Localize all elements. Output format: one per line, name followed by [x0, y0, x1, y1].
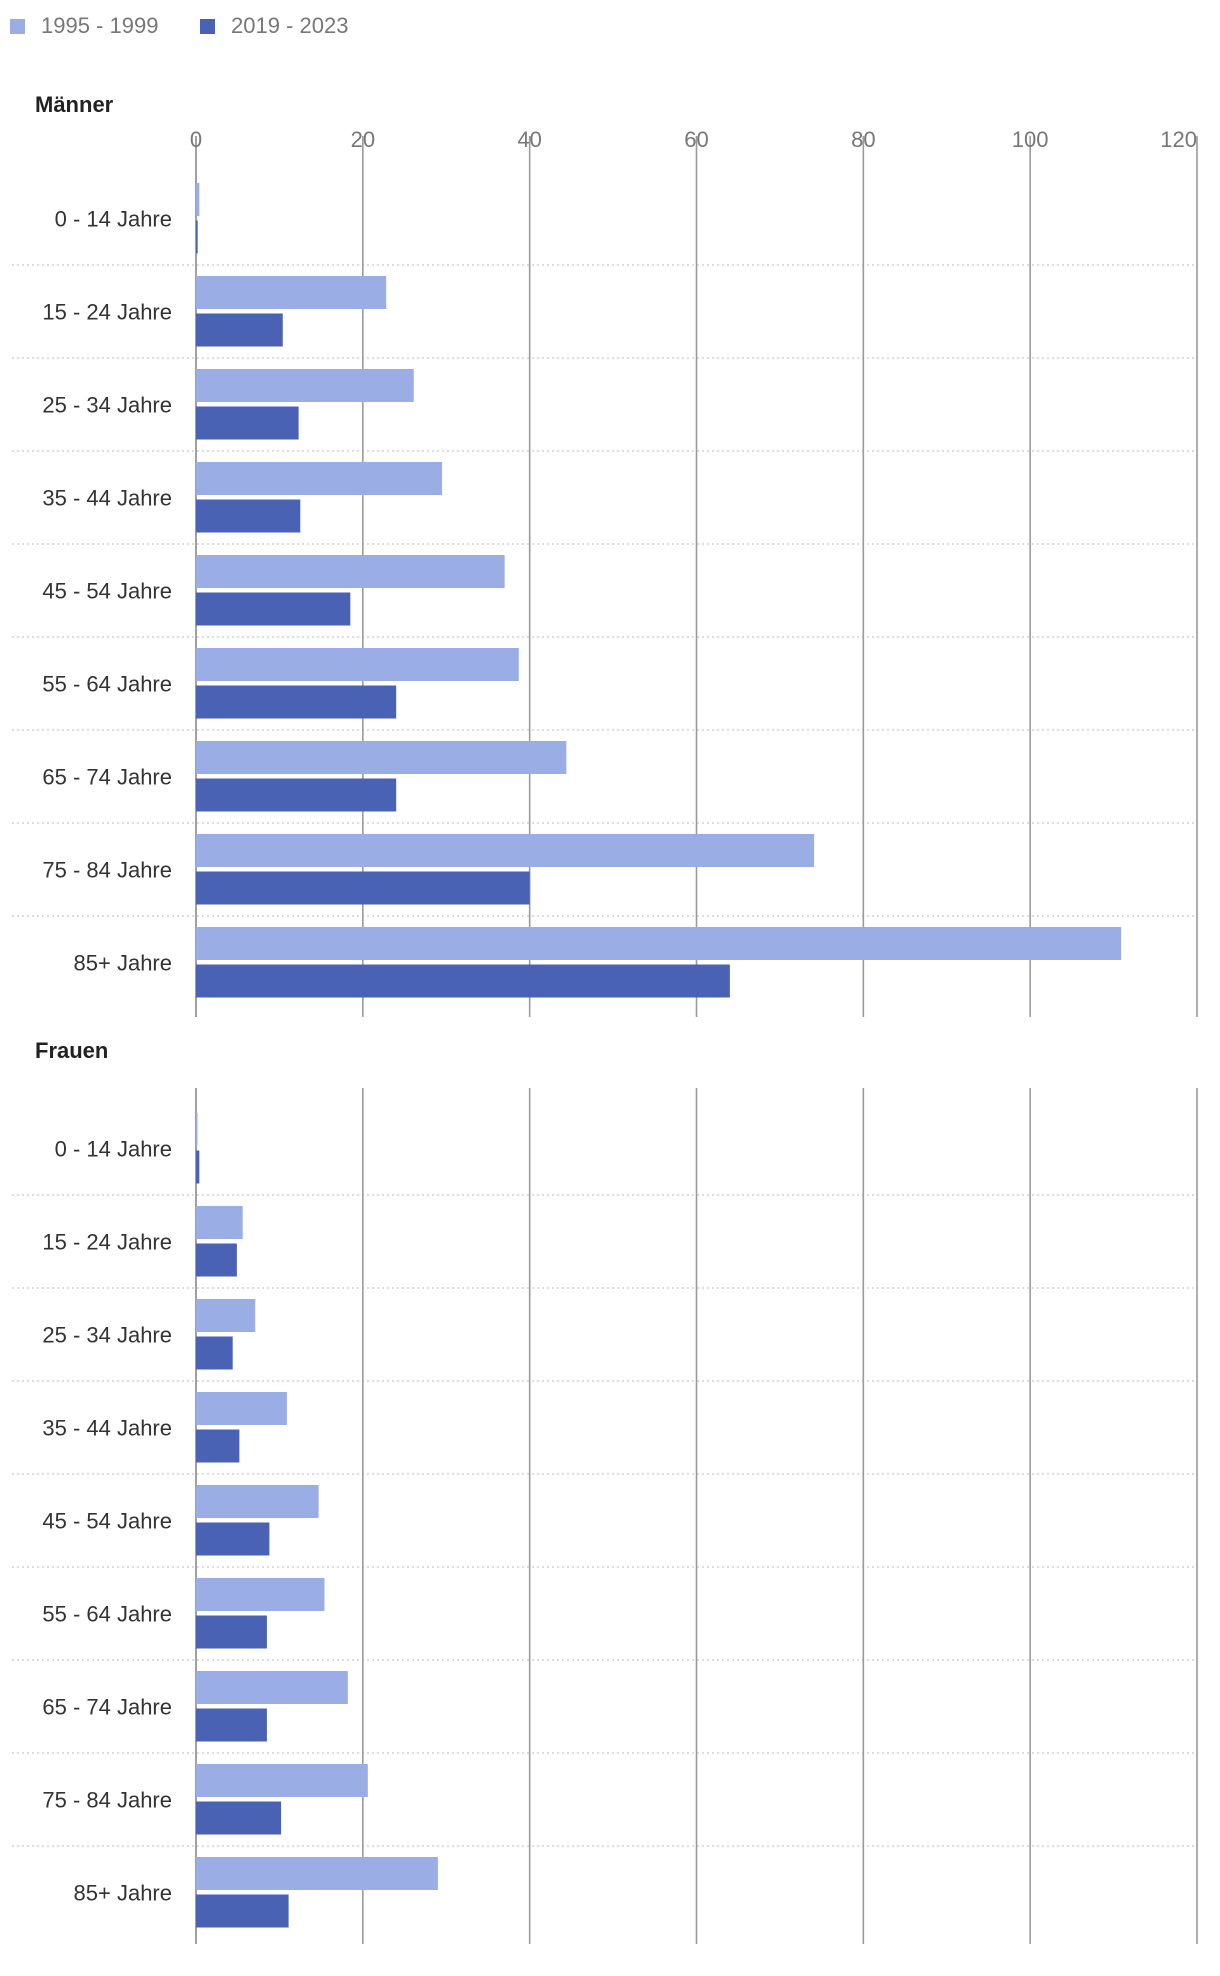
- category-label: 35 - 44 Jahre: [42, 1415, 172, 1440]
- bar: [196, 499, 301, 533]
- bar: [196, 741, 567, 774]
- bar: [196, 220, 198, 254]
- bar: [196, 1336, 233, 1370]
- category-label: 25 - 34 Jahre: [42, 392, 172, 417]
- bar: [196, 927, 1122, 960]
- bar: [196, 685, 397, 719]
- bar: [196, 648, 519, 681]
- bar: [196, 871, 530, 905]
- bar: [196, 1150, 200, 1184]
- category-label: 65 - 74 Jahre: [42, 1694, 172, 1719]
- bar: [196, 462, 443, 495]
- bar: [196, 1522, 270, 1556]
- category-label: 65 - 74 Jahre: [42, 764, 172, 789]
- bar: [196, 778, 397, 812]
- bar: [196, 1615, 267, 1649]
- bar: [196, 964, 730, 998]
- panel-title: Männer: [35, 92, 114, 117]
- category-label: 45 - 54 Jahre: [42, 578, 172, 603]
- category-label: 55 - 64 Jahre: [42, 1601, 172, 1626]
- x-tick-label: 0: [190, 127, 202, 152]
- category-label: 35 - 44 Jahre: [42, 485, 172, 510]
- bar: [196, 1392, 287, 1425]
- bar: [196, 276, 387, 309]
- bar: [196, 1894, 289, 1928]
- bar: [196, 1578, 325, 1611]
- x-tick-label: 80: [851, 127, 875, 152]
- legend-label: 2019 - 2023: [231, 13, 348, 38]
- bar: [196, 369, 414, 402]
- category-label: 0 - 14 Jahre: [55, 206, 172, 231]
- bar: [196, 592, 351, 626]
- bar: [196, 1485, 319, 1518]
- category-label: 0 - 14 Jahre: [55, 1136, 172, 1161]
- category-label: 45 - 54 Jahre: [42, 1508, 172, 1533]
- panel-title: Frauen: [35, 1038, 108, 1063]
- bar: [196, 1764, 368, 1797]
- bar: [196, 1671, 348, 1704]
- bar: [196, 1801, 282, 1835]
- x-tick-label: 100: [1012, 127, 1049, 152]
- bar: [196, 1206, 243, 1239]
- x-tick-label: 60: [684, 127, 708, 152]
- bar: [196, 1299, 256, 1332]
- x-tick-label: 120: [1160, 127, 1197, 152]
- category-label: 15 - 24 Jahre: [42, 299, 172, 324]
- bar: [196, 1857, 438, 1890]
- legend-label: 1995 - 1999: [41, 13, 158, 38]
- bar: [196, 1429, 240, 1463]
- x-tick-label: 20: [351, 127, 375, 152]
- legend-swatch: [10, 19, 25, 34]
- category-label: 85+ Jahre: [74, 950, 172, 975]
- bar: [196, 834, 815, 867]
- category-label: 75 - 84 Jahre: [42, 1787, 172, 1812]
- category-label: 55 - 64 Jahre: [42, 671, 172, 696]
- category-label: 85+ Jahre: [74, 1880, 172, 1905]
- bar: [196, 1243, 237, 1277]
- x-tick-label: 40: [517, 127, 541, 152]
- legend-swatch: [200, 19, 215, 34]
- bar: [196, 1113, 198, 1146]
- bar: [196, 1708, 267, 1742]
- bar: [196, 313, 283, 347]
- bar: [196, 183, 200, 216]
- category-label: 25 - 34 Jahre: [42, 1322, 172, 1347]
- bar: [196, 406, 299, 440]
- category-label: 75 - 84 Jahre: [42, 857, 172, 882]
- category-label: 15 - 24 Jahre: [42, 1229, 172, 1254]
- bar: [196, 555, 505, 588]
